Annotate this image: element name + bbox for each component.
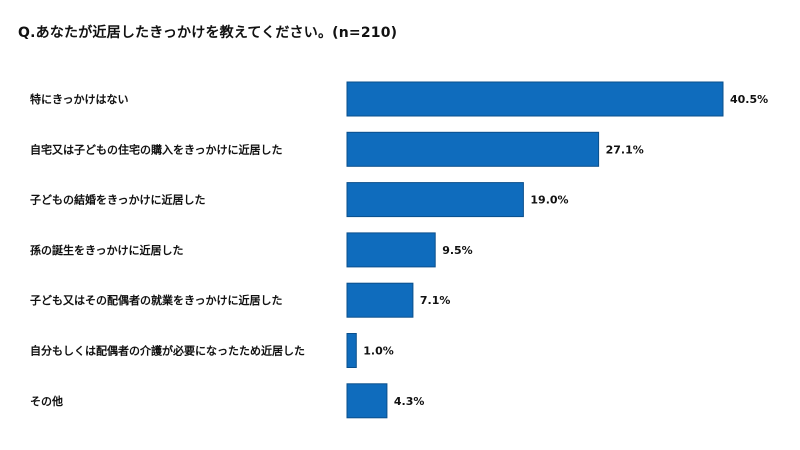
category-label: 子ども又はその配偶者の就業をきっかけに近居した	[30, 293, 283, 307]
value-label: 7.1%	[420, 294, 451, 307]
category-label: 特にきっかけはない	[30, 92, 129, 106]
category-label: 自分もしくは配偶者の介護が必要になったため近居した	[30, 344, 305, 358]
category-label: 自宅又は子どもの住宅の購入をきっかけに近居した	[30, 142, 283, 156]
value-label: 4.3%	[394, 395, 425, 408]
value-label: 1.0%	[363, 345, 394, 358]
bar	[346, 232, 436, 268]
category-label: 子どもの結婚をきっかけに近居した	[30, 193, 206, 207]
category-label: その他	[30, 394, 63, 408]
bar	[346, 81, 724, 117]
bar	[346, 182, 524, 218]
bar	[346, 333, 357, 368]
bars	[346, 81, 724, 419]
bar	[346, 383, 388, 419]
value-label: 27.1%	[606, 143, 644, 156]
value-label: 9.5%	[442, 244, 473, 257]
category-label: 孫の誕生をきっかけに近居した	[30, 243, 184, 257]
bar	[346, 131, 600, 167]
bar	[346, 282, 414, 318]
value-label: 40.5%	[730, 93, 768, 106]
value-label: 19.0%	[530, 194, 568, 207]
chart-title: Q.あなたが近居したきっかけを教えてください。(n=210)	[18, 25, 398, 41]
value-labels: 40.5% 27.1% 19.0% 9.5% 7.1% 1.0% 4.3%	[363, 93, 768, 408]
category-labels: 特にきっかけはない自宅又は子どもの住宅の購入をきっかけに近居した子どもの結婚をき…	[30, 92, 305, 408]
